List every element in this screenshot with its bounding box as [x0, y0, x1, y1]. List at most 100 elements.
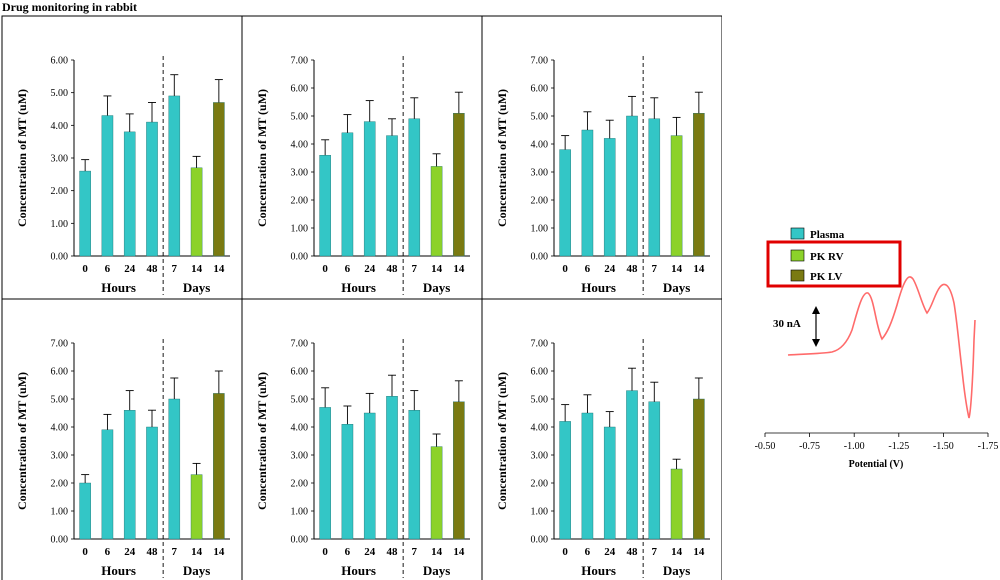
x-tick-label: 24: [364, 546, 376, 558]
bar: [430, 166, 443, 257]
group-label-hours: Hours: [581, 280, 616, 295]
x-tick-label: 14: [453, 263, 465, 275]
bar: [213, 102, 225, 257]
x-tick-label: 7: [652, 263, 658, 275]
y-tick-label: 0.00: [531, 252, 549, 263]
x-tick-label: 6: [585, 546, 591, 558]
group-label-hours: Hours: [581, 563, 616, 578]
voltammogram-x-tick-label: -1.75: [978, 441, 998, 452]
y-tick-label: 7.00: [531, 56, 549, 67]
y-tick-label: 7.00: [531, 339, 549, 350]
bar: [648, 118, 661, 257]
bar: [648, 401, 661, 540]
bar: [408, 410, 421, 540]
bar-chart-panel: 0.00 1.00 2.00 3.00 4.00 5.00 6.00 7.00 Concentr…: [495, 56, 710, 295]
x-tick-label: 14: [693, 263, 705, 275]
y-tick-label: 2.00: [51, 479, 69, 490]
voltammogram-x-ticks: -0.50 -0.75 -1.00 -1.25 -1.50 -1.75: [755, 433, 998, 452]
legend-swatch-pk-rv: [790, 249, 805, 262]
x-tick-label: 0: [562, 546, 568, 558]
x-tick-label: 24: [124, 546, 136, 558]
bar: [101, 115, 114, 257]
bar: [79, 482, 91, 540]
bar: [386, 396, 398, 540]
legend-label-pk-rv: PK RV: [810, 251, 844, 263]
x-tick-label: 0: [82, 546, 88, 558]
group-label-days: Days: [183, 563, 210, 578]
bar-chart-panel: 0.00 1.00 2.00 3.00 4.00 5.00 6.00 Concentratio…: [15, 56, 230, 295]
y-axis-label: Concentration of MT (uM): [15, 372, 29, 510]
x-tick-label: 48: [147, 263, 159, 275]
legend-swatch-plasma: [790, 227, 805, 240]
y-tick-label: 3.00: [531, 168, 549, 179]
y-tick-label: 5.00: [531, 395, 549, 406]
y-tick-label: 4.00: [51, 423, 69, 434]
y-tick-label: 0.00: [51, 535, 69, 546]
x-tick-label: 14: [191, 263, 203, 275]
x-tick-label: 6: [585, 263, 591, 275]
x-tick-label: 48: [627, 546, 639, 558]
group-label-hours: Hours: [341, 563, 376, 578]
x-tick-label: 14: [191, 546, 203, 558]
bar: [430, 446, 443, 540]
bar: [190, 167, 203, 257]
bar: [319, 154, 331, 257]
y-tick-label: 6.00: [291, 367, 309, 378]
y-tick-label: 7.00: [291, 339, 309, 350]
y-tick-label: 0.00: [291, 535, 309, 546]
bar: [693, 398, 705, 540]
bar-chart-panel: 0.00 1.00 2.00 3.00 4.00 5.00 6.00 7.00 Concentr…: [495, 339, 710, 578]
y-tick-label: 1.00: [51, 219, 69, 230]
x-tick-label: 14: [453, 546, 465, 558]
y-tick-label: 5.00: [531, 112, 549, 123]
x-tick-label: 14: [671, 546, 683, 558]
y-tick-label: 4.00: [51, 121, 69, 132]
y-tick-label: 4.00: [291, 423, 309, 434]
y-tick-label: 7.00: [291, 56, 309, 67]
y-tick-label: 6.00: [531, 84, 549, 95]
y-tick-label: 1.00: [51, 507, 69, 518]
bar: [670, 135, 683, 257]
bar: [341, 424, 354, 540]
bar: [101, 429, 114, 540]
x-tick-label: 14: [693, 546, 705, 558]
voltammogram-x-tick-label: -1.00: [844, 441, 865, 452]
x-tick-label: 6: [105, 263, 111, 275]
y-axis-label: Concentration of MT (uM): [495, 372, 509, 510]
y-tick-label: 0.00: [51, 252, 69, 263]
x-tick-label: 48: [387, 546, 399, 558]
legend-and-voltammogram: Plasma PK RV PK LV 30 nA -0.50 -0.75 -1.00…: [755, 227, 998, 470]
y-tick-label: 1.00: [531, 507, 549, 518]
y-tick-label: 4.00: [531, 423, 549, 434]
bar: [559, 421, 571, 540]
bar: [213, 393, 225, 540]
x-tick-label: 0: [82, 263, 88, 275]
group-label-hours: Hours: [101, 563, 136, 578]
x-tick-label: 48: [147, 546, 159, 558]
x-tick-label: 7: [652, 546, 658, 558]
x-tick-label: 14: [671, 263, 683, 275]
bar: [190, 474, 203, 540]
legend: Plasma PK RV PK LV: [766, 227, 902, 288]
y-tick-label: 2.00: [291, 196, 309, 207]
y-axis-label: Concentration of MT (uM): [15, 89, 29, 227]
bar: [319, 407, 331, 540]
y-tick-label: 3.00: [291, 168, 309, 179]
legend-label-plasma: Plasma: [810, 229, 845, 241]
y-tick-label: 7.00: [51, 339, 69, 350]
x-tick-label: 0: [562, 263, 568, 275]
bar: [453, 401, 465, 540]
y-tick-label: 1.00: [291, 507, 309, 518]
x-tick-label: 24: [604, 546, 616, 558]
y-tick-label: 4.00: [531, 140, 549, 151]
scale-bar-arrow-down: [812, 339, 820, 347]
x-tick-label: 7: [172, 546, 178, 558]
y-tick-label: 3.00: [531, 451, 549, 462]
x-tick-label: 24: [124, 263, 136, 275]
y-axis-label: Concentration of MT (uM): [495, 89, 509, 227]
bar: [146, 121, 158, 257]
y-tick-label: 5.00: [291, 395, 309, 406]
bar: [453, 112, 465, 257]
y-tick-label: 6.00: [291, 84, 309, 95]
voltammogram-x-label: Potential (V): [849, 459, 904, 470]
